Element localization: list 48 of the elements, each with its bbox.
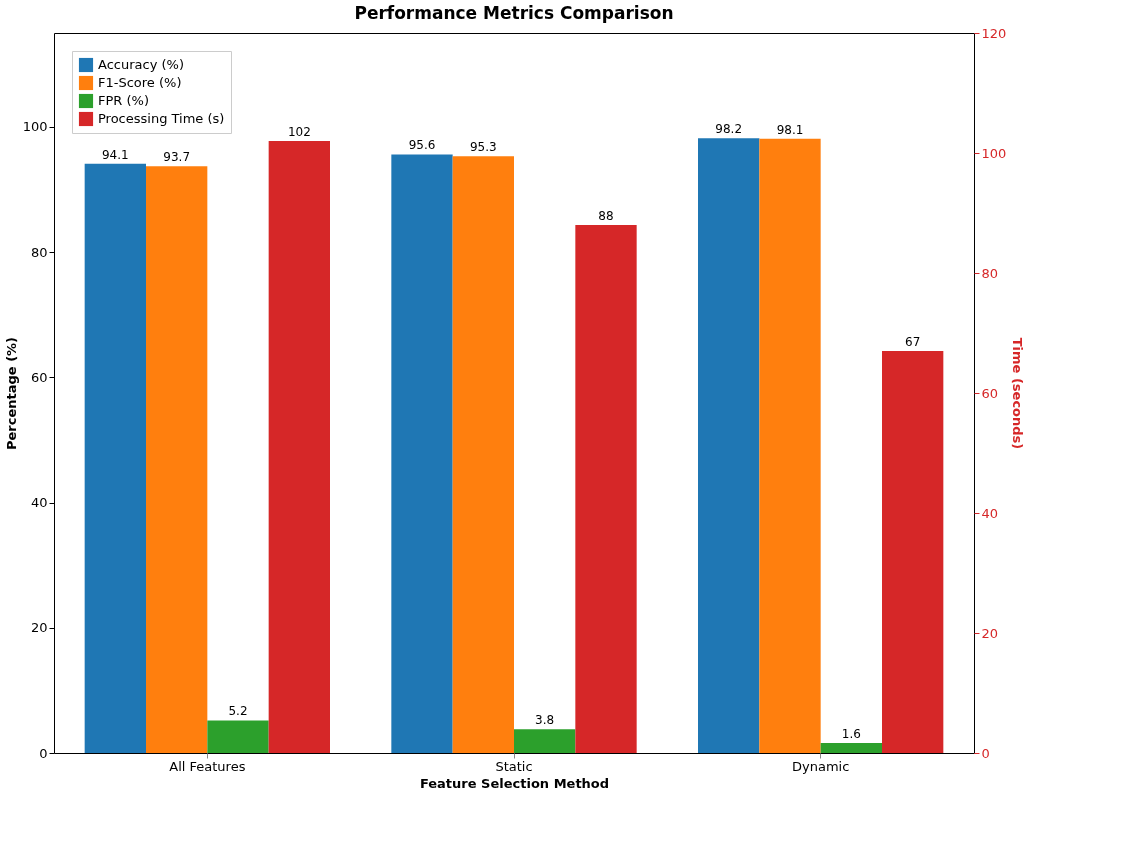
data-label: 98.2 <box>715 122 743 137</box>
y2-tick-label: 120 <box>981 25 1007 41</box>
bar <box>882 351 944 753</box>
data-label: 94.1 <box>101 147 129 162</box>
bar <box>820 742 882 753</box>
y-tick-label: 80 <box>30 244 48 260</box>
data-label: 1.6 <box>841 726 861 741</box>
bar <box>84 163 146 753</box>
y-axis-title: Percentage (%) <box>3 336 19 451</box>
x-tick-label: All Features <box>169 758 246 774</box>
bar <box>698 138 760 753</box>
data-label: 93.7 <box>163 150 191 165</box>
legend-label: Processing Time (s) <box>98 111 225 126</box>
y2-tick-label: 100 <box>981 145 1007 161</box>
data-label: 95.3 <box>469 140 497 155</box>
bar <box>391 154 453 753</box>
data-label: 67 <box>905 335 921 349</box>
y-tick-label: 60 <box>30 369 48 385</box>
y2-tick-label: 20 <box>981 625 999 641</box>
bar <box>575 225 637 753</box>
bar <box>207 720 269 753</box>
data-label: 5.2 <box>228 704 248 719</box>
data-label: 95.6 <box>408 138 436 153</box>
legend-label: FPR (%) <box>98 93 149 108</box>
y2-axis-title: Time (seconds) <box>1010 337 1026 450</box>
y-tick-label: 100 <box>22 119 48 135</box>
bar <box>514 729 576 753</box>
y-tick-label: 40 <box>30 495 48 511</box>
x-tick-label: Static <box>495 758 533 774</box>
y-tick-label: 0 <box>39 745 48 761</box>
data-label: 88 <box>598 209 614 223</box>
y2-tick-label: 0 <box>981 745 990 761</box>
data-label: 102 <box>287 125 311 139</box>
bar <box>268 141 330 753</box>
bar <box>452 156 514 753</box>
legend-label: F1-Score (%) <box>98 75 182 90</box>
y2-tick-label: 40 <box>981 505 999 521</box>
chart-title: Performance Metrics Comparison <box>354 3 674 23</box>
legend-label: Accuracy (%) <box>98 57 184 72</box>
bar <box>146 166 208 753</box>
x-axis-title: Feature Selection Method <box>419 775 610 791</box>
y-tick-label: 20 <box>30 620 48 636</box>
x-tick-label: Dynamic <box>791 758 850 774</box>
y2-tick-label: 60 <box>981 385 999 401</box>
y2-tick-label: 80 <box>981 265 999 281</box>
bar <box>759 138 821 753</box>
data-label: 3.8 <box>535 713 555 728</box>
data-label: 98.1 <box>776 122 804 137</box>
